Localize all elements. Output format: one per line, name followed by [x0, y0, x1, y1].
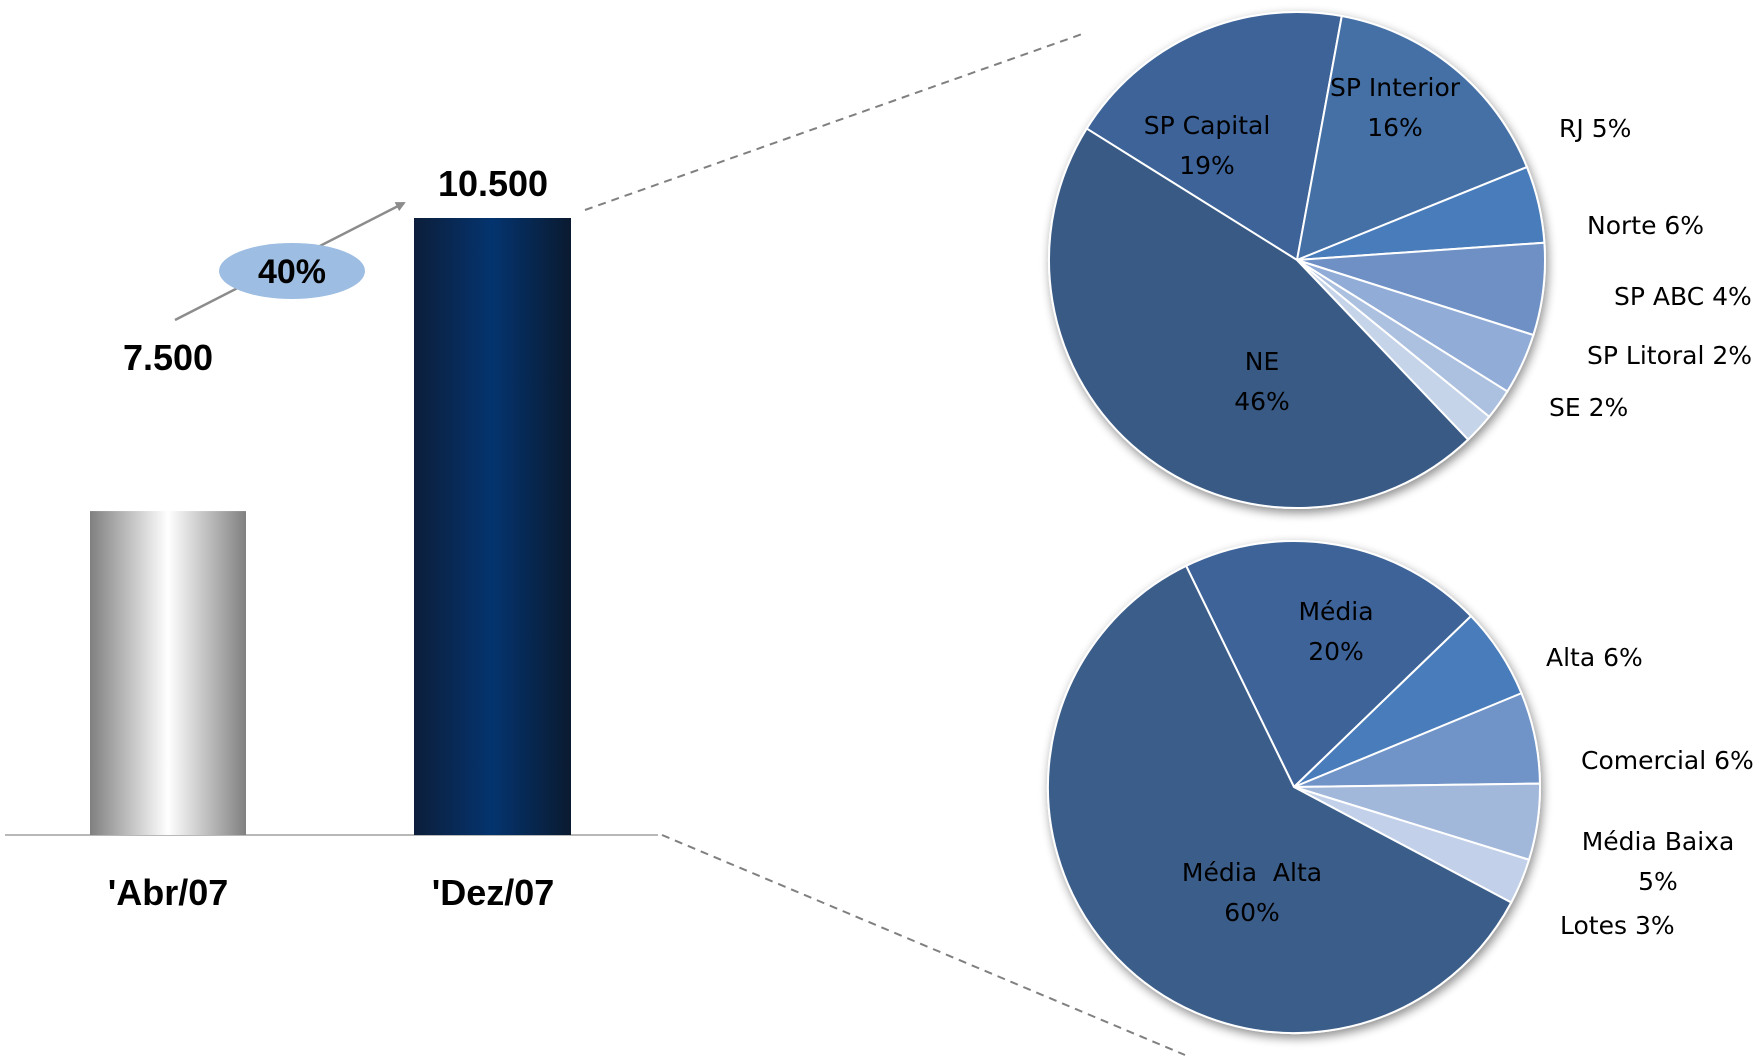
pie-chart-regions	[1048, 11, 1546, 509]
segments-slice-média	[1184, 540, 1473, 789]
pie-chart-segments	[1047, 540, 1541, 1034]
slice-label: NE	[1245, 347, 1280, 376]
slice-label: SP Interior	[1330, 73, 1461, 102]
bar-value-label: 7.500	[123, 337, 213, 378]
slice-value: 19%	[1179, 151, 1235, 180]
regions-slice-sp-interior	[1295, 14, 1529, 262]
slice-label: SP Capital	[1144, 111, 1271, 140]
bar-value-label: 10.500	[438, 163, 548, 204]
slice-label: Comercial 6%	[1581, 746, 1754, 775]
connector-line-bottom	[661, 834, 1186, 1056]
slice-label: SP ABC 4%	[1614, 282, 1752, 311]
growth-bubble	[219, 243, 365, 299]
pie-regions-labels: SP Capital 19% SP Interior 16% RJ 5% Nor…	[1144, 73, 1752, 422]
slice-label: Média	[1298, 597, 1373, 626]
regions-slice-ne	[1048, 127, 1470, 509]
bar-abr-07	[90, 511, 246, 835]
pie-segments-labels: Média 20% Alta 6% Comercial 6% Média Bai…	[1182, 597, 1754, 940]
bar-chart: 7.500 10.500 'Abr/07 'Dez/07 40%	[5, 163, 658, 913]
bar-category-label: 'Dez/07	[432, 872, 555, 913]
slice-value: 60%	[1224, 898, 1280, 927]
slice-label: SP Litoral 2%	[1587, 341, 1752, 370]
bar-category-label: 'Abr/07	[108, 872, 229, 913]
slice-label: Alta 6%	[1546, 643, 1643, 672]
slice-label: SE 2%	[1549, 393, 1628, 422]
growth-label: 40%	[258, 253, 326, 291]
slice-label: Lotes 3%	[1560, 911, 1675, 940]
regions-slice-sp-capital	[1085, 11, 1343, 262]
slice-label: Média Alta	[1182, 858, 1322, 887]
slice-value: 16%	[1367, 113, 1423, 142]
bar-dez-07	[414, 218, 571, 835]
slice-label: Média Baixa	[1582, 827, 1735, 856]
slice-label: RJ 5%	[1559, 114, 1631, 143]
connector-line-top	[584, 32, 1086, 211]
slice-value: 46%	[1234, 387, 1290, 416]
segments-slice-média-alta	[1047, 564, 1513, 1034]
slice-value: 5%	[1638, 867, 1678, 896]
slice-label: Norte 6%	[1587, 211, 1704, 240]
slice-value: 20%	[1308, 637, 1364, 666]
